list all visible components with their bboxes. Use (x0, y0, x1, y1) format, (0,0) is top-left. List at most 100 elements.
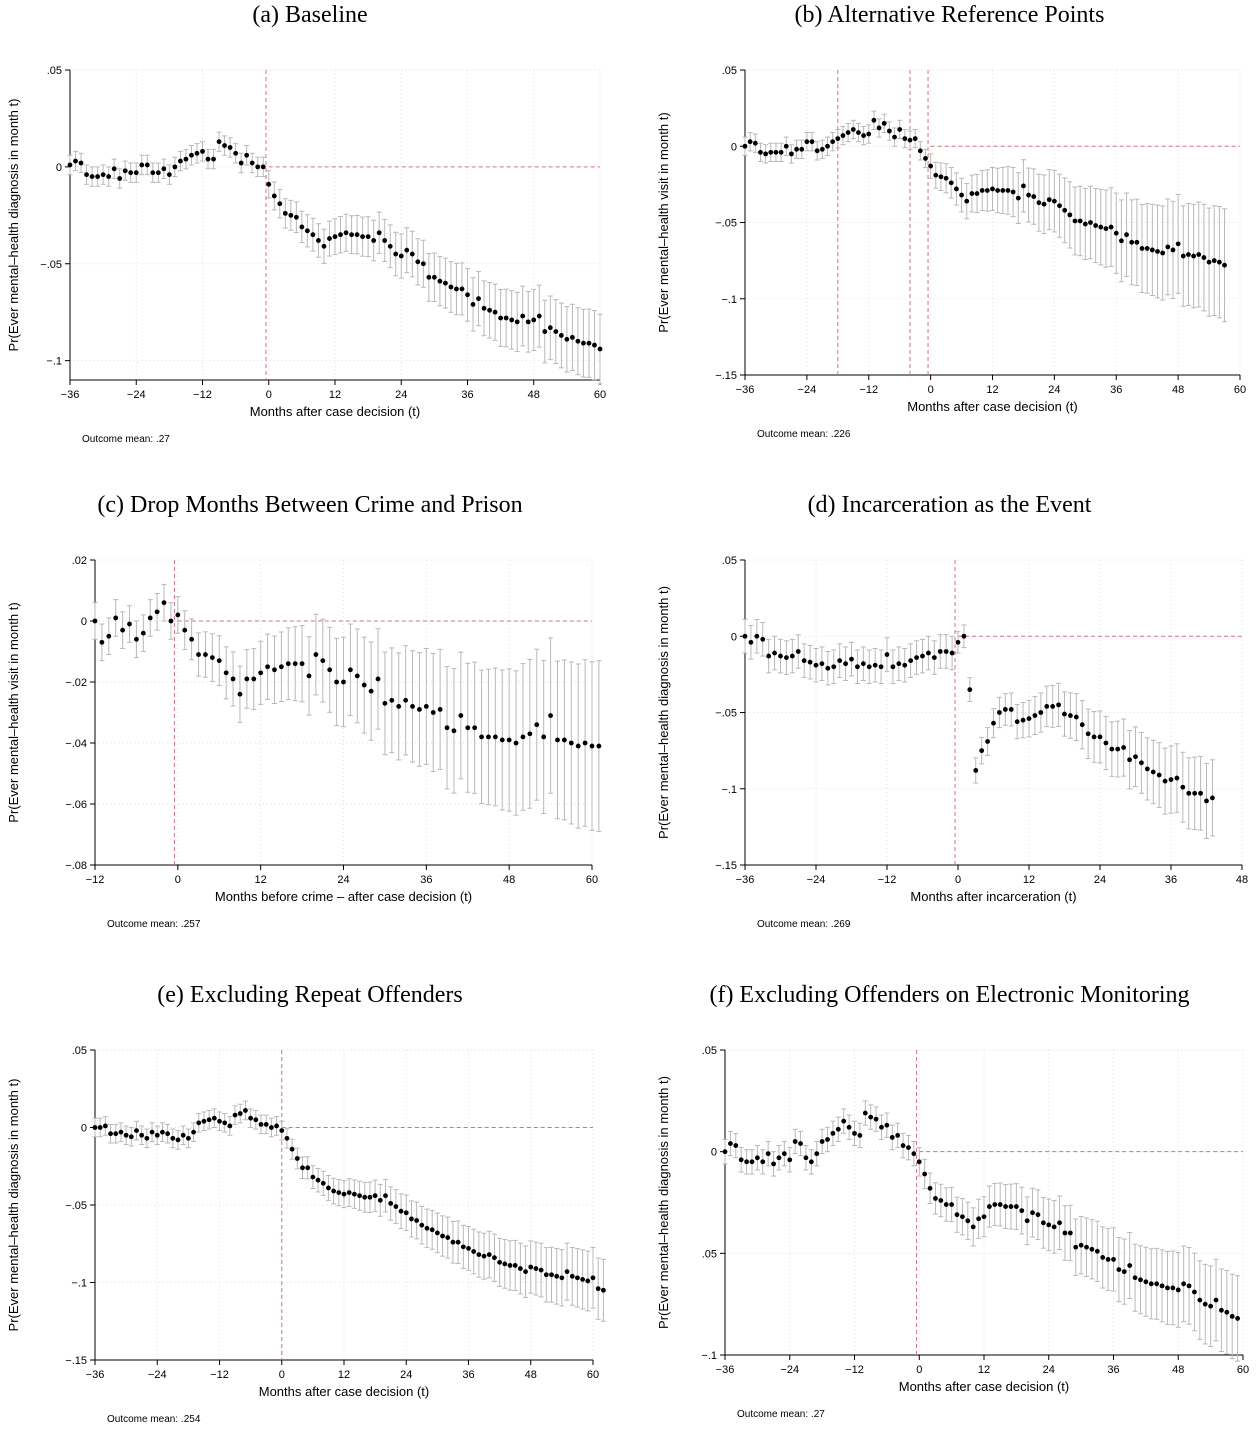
data-point (476, 1252, 482, 1257)
data-point (580, 1277, 586, 1282)
data-point (304, 228, 310, 234)
data-point (995, 188, 1001, 193)
data-point (196, 652, 201, 657)
data-point (814, 1151, 820, 1157)
data-point (881, 120, 887, 126)
data-point (1181, 1281, 1187, 1287)
data-point (410, 704, 415, 709)
data-point (1008, 1204, 1014, 1209)
data-point (175, 612, 181, 618)
x-tick-label: −24 (148, 1369, 167, 1381)
data-point (420, 261, 426, 267)
data-point (1082, 221, 1088, 227)
data-point (486, 734, 491, 740)
data-point (733, 1143, 739, 1148)
data-point (486, 1252, 492, 1257)
data-point (403, 1210, 409, 1216)
data-point (1170, 247, 1176, 253)
data-point (310, 1174, 316, 1180)
data-point (444, 725, 450, 731)
data-point (288, 212, 294, 218)
data-point (798, 1141, 803, 1146)
data-point (575, 1275, 580, 1281)
data-point (336, 1190, 342, 1195)
data-point (754, 633, 760, 639)
data-point (443, 280, 448, 286)
data-point (1174, 775, 1180, 781)
x-tick-label: −36 (716, 1364, 735, 1376)
data-point (217, 1118, 222, 1124)
data-point (517, 1266, 523, 1271)
data-point (248, 1115, 254, 1121)
data-point (426, 274, 432, 280)
data-point (1026, 192, 1031, 198)
data-point (553, 329, 559, 334)
x-tick-label: 12 (255, 874, 267, 886)
data-point (809, 139, 815, 145)
data-point (1044, 704, 1050, 709)
data-point (1210, 795, 1215, 801)
data-point (922, 1171, 928, 1177)
data-point (191, 1129, 196, 1135)
data-point (1127, 1263, 1133, 1268)
x-tick-label: 60 (1234, 384, 1246, 396)
panel-title: (f) Excluding Offenders on Electronic Mo… (709, 982, 1190, 1008)
data-point (558, 333, 564, 338)
data-point (458, 713, 464, 718)
data-point (840, 133, 846, 138)
chart-svg: −36 −24 −12 0 12 24 36 48 60 .05 0 −.05 −.1 −.15 Month… (6, 1045, 606, 1425)
x-tick-label: 48 (1236, 874, 1248, 886)
data-point (430, 710, 436, 715)
data-point (1100, 1255, 1106, 1260)
data-point (819, 1139, 825, 1144)
data-point (959, 192, 964, 198)
data-point (404, 247, 410, 253)
data-point (1014, 719, 1020, 725)
data-point (398, 1208, 404, 1214)
data-point (128, 170, 134, 176)
data-point (84, 172, 89, 178)
outcome-mean-note: Outcome mean: .257 (107, 919, 201, 930)
data-point (1067, 212, 1073, 218)
data-point (754, 1155, 760, 1161)
data-point (1116, 1267, 1122, 1272)
data-point (1062, 711, 1067, 717)
y-axis-title: Pr(Ever mental–health visit in month t) (656, 112, 671, 332)
data-point (830, 1130, 836, 1136)
outcome-mean-note: Outcome mean: .226 (757, 429, 851, 440)
data-point (981, 1214, 987, 1220)
data-point (154, 1132, 160, 1138)
chart-svg: −36 −24 −12 0 12 24 36 48 60 .05 0 −.05 −.1 −.15 Month… (656, 65, 1246, 440)
data-point (1162, 778, 1168, 784)
data-point (172, 164, 178, 170)
data-point (1057, 203, 1062, 209)
data-point (969, 191, 975, 196)
x-axis-title: Months after case decision (t) (259, 1384, 430, 1399)
data-point (472, 725, 478, 731)
data-point (133, 170, 139, 176)
data-point (150, 170, 156, 176)
data-point (866, 664, 872, 670)
data-point (175, 1137, 181, 1143)
data-point (377, 1197, 383, 1203)
data-point (749, 1159, 755, 1165)
x-tick-label: 36 (1107, 1364, 1119, 1376)
data-point (293, 214, 299, 220)
data-point (487, 307, 492, 313)
data-point (795, 649, 801, 654)
data-point (403, 697, 409, 703)
data-point (738, 1157, 744, 1163)
data-point (961, 633, 967, 639)
data-point (182, 627, 188, 633)
data-point (383, 1193, 388, 1199)
data-point (948, 180, 954, 186)
x-tick-label: 48 (503, 874, 515, 886)
data-point (450, 1239, 456, 1245)
data-point (569, 1273, 575, 1279)
y-tick-label: 0 (731, 631, 737, 643)
data-point (949, 650, 955, 656)
data-point (315, 1177, 321, 1183)
data-point (414, 1218, 420, 1223)
data-point (1192, 790, 1198, 796)
data-point (943, 649, 949, 654)
